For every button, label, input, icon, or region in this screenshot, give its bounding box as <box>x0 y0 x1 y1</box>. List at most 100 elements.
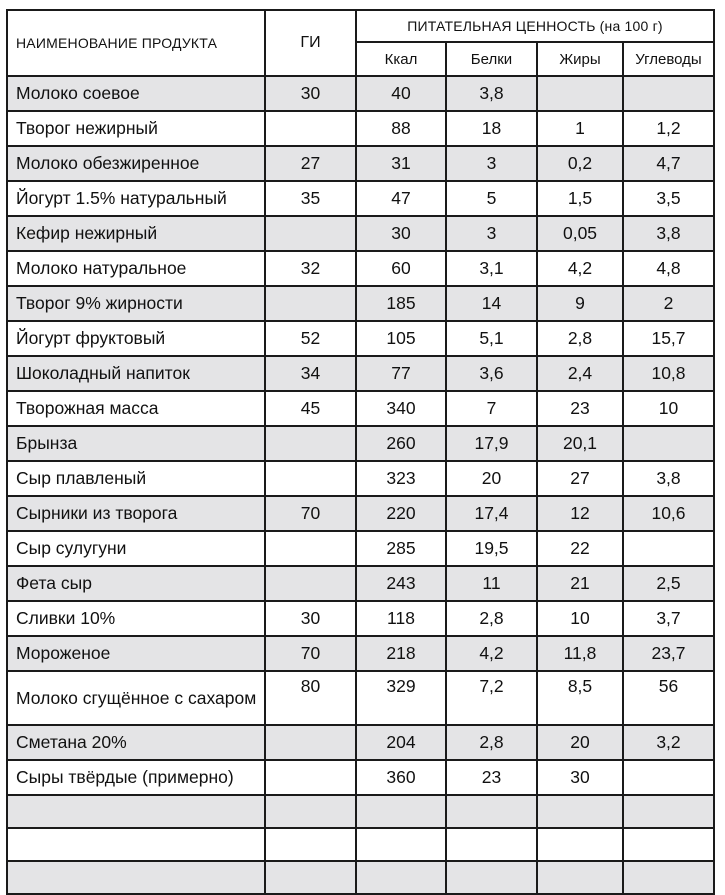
carbs-cell: 3,2 <box>622 724 715 761</box>
gi-cell <box>264 530 357 567</box>
header-kcal: Ккал <box>355 41 447 77</box>
nutrition-table: НАИМЕНОВАНИЕ ПРОДУКТА ГИ ПИТАТЕЛЬНАЯ ЦЕН… <box>6 9 715 895</box>
kcal-cell: 340 <box>355 390 447 427</box>
fat-cell: 1,5 <box>536 180 624 217</box>
protein-cell: 5,1 <box>445 320 538 357</box>
empty-cell <box>445 794 538 829</box>
table-row: Фета сыр 243 11 21 2,5 <box>6 565 715 602</box>
kcal-cell: 88 <box>355 110 447 147</box>
gi-cell <box>264 425 357 462</box>
kcal-cell: 30 <box>355 215 447 252</box>
kcal-cell: 185 <box>355 285 447 322</box>
fat-cell: 8,5 <box>536 670 624 726</box>
table-row: Сырники из творога 70 220 17,4 12 10,6 <box>6 495 715 532</box>
fat-cell: 12 <box>536 495 624 532</box>
kcal-cell: 204 <box>355 724 447 761</box>
gi-cell: 34 <box>264 355 357 392</box>
carbs-cell: 3,5 <box>622 180 715 217</box>
product-name-cell: Сметана 20% <box>6 724 266 761</box>
gi-cell: 80 <box>264 670 357 726</box>
kcal-cell: 285 <box>355 530 447 567</box>
protein-cell: 3 <box>445 215 538 252</box>
empty-cell <box>264 827 357 862</box>
product-name-cell: Молоко натуральное <box>6 250 266 287</box>
product-name-cell: Молоко соевое <box>6 75 266 112</box>
protein-cell: 3 <box>445 145 538 182</box>
product-name-cell: Творожная масса <box>6 390 266 427</box>
product-name-cell: Сырники из творога <box>6 495 266 532</box>
carbs-cell: 10,8 <box>622 355 715 392</box>
empty-row <box>6 860 715 895</box>
protein-cell: 19,5 <box>445 530 538 567</box>
table-row: Творог 9% жирности 185 14 9 2 <box>6 285 715 322</box>
kcal-cell: 118 <box>355 600 447 637</box>
fat-cell: 4,2 <box>536 250 624 287</box>
protein-cell: 3,1 <box>445 250 538 287</box>
carbs-cell: 4,7 <box>622 145 715 182</box>
product-name-cell: Сыры твёрдые (примерно) <box>6 759 266 796</box>
gi-cell: 45 <box>264 390 357 427</box>
protein-cell: 11 <box>445 565 538 602</box>
fat-cell: 1 <box>536 110 624 147</box>
table-row: Молоко сгущённое с сахаром 80 329 7,2 8,5 56 <box>6 670 715 726</box>
fat-cell: 0,05 <box>536 215 624 252</box>
gi-cell: 27 <box>264 145 357 182</box>
fat-cell: 23 <box>536 390 624 427</box>
protein-cell: 3,6 <box>445 355 538 392</box>
table-row: Молоко обезжиренное 27 31 3 0,2 4,7 <box>6 145 715 182</box>
fat-cell: 20 <box>536 724 624 761</box>
empty-cell <box>355 860 447 895</box>
kcal-cell: 260 <box>355 425 447 462</box>
protein-cell: 2,8 <box>445 600 538 637</box>
header-product-name: НАИМЕНОВАНИЕ ПРОДУКТА <box>6 9 266 77</box>
gi-cell: 70 <box>264 495 357 532</box>
kcal-cell: 105 <box>355 320 447 357</box>
kcal-cell: 329 <box>355 670 447 726</box>
product-name-cell: Сыр сулугуни <box>6 530 266 567</box>
product-name-cell: Брынза <box>6 425 266 462</box>
product-name-cell: Творог 9% жирности <box>6 285 266 322</box>
empty-cell <box>622 860 715 895</box>
table-row: Молоко соевое 30 40 3,8 <box>6 75 715 112</box>
header-gi: ГИ <box>264 9 357 77</box>
table-row: Сливки 10% 30 118 2,8 10 3,7 <box>6 600 715 637</box>
gi-cell <box>264 460 357 497</box>
empty-cell <box>264 860 357 895</box>
protein-cell: 5 <box>445 180 538 217</box>
empty-cell <box>355 827 447 862</box>
fat-cell: 0,2 <box>536 145 624 182</box>
kcal-cell: 47 <box>355 180 447 217</box>
carbs-cell: 3,8 <box>622 460 715 497</box>
carbs-cell: 3,8 <box>622 215 715 252</box>
protein-cell: 18 <box>445 110 538 147</box>
kcal-cell: 77 <box>355 355 447 392</box>
table-row: Сыры твёрдые (примерно) 360 23 30 <box>6 759 715 796</box>
product-name-cell: Йогурт 1.5% натуральный <box>6 180 266 217</box>
protein-cell: 7,2 <box>445 670 538 726</box>
protein-cell: 7 <box>445 390 538 427</box>
empty-cell <box>6 860 266 895</box>
product-name-cell: Шоколадный напиток <box>6 355 266 392</box>
fat-cell: 2,4 <box>536 355 624 392</box>
gi-cell: 32 <box>264 250 357 287</box>
carbs-cell: 15,7 <box>622 320 715 357</box>
carbs-cell: 10 <box>622 390 715 427</box>
empty-cell <box>445 827 538 862</box>
fat-cell: 20,1 <box>536 425 624 462</box>
carbs-cell: 3,7 <box>622 600 715 637</box>
fat-cell: 10 <box>536 600 624 637</box>
kcal-cell: 218 <box>355 635 447 672</box>
fat-cell <box>536 75 624 112</box>
kcal-cell: 220 <box>355 495 447 532</box>
fat-cell: 22 <box>536 530 624 567</box>
gi-cell: 35 <box>264 180 357 217</box>
fat-cell: 30 <box>536 759 624 796</box>
protein-cell: 23 <box>445 759 538 796</box>
table-row: Сыр сулугуни 285 19,5 22 <box>6 530 715 567</box>
kcal-cell: 243 <box>355 565 447 602</box>
carbs-cell: 56 <box>622 670 715 726</box>
protein-cell: 17,4 <box>445 495 538 532</box>
header-fat: Жиры <box>536 41 624 77</box>
product-name-cell: Молоко сгущённое с сахаром <box>6 670 266 726</box>
header-protein: Белки <box>445 41 538 77</box>
